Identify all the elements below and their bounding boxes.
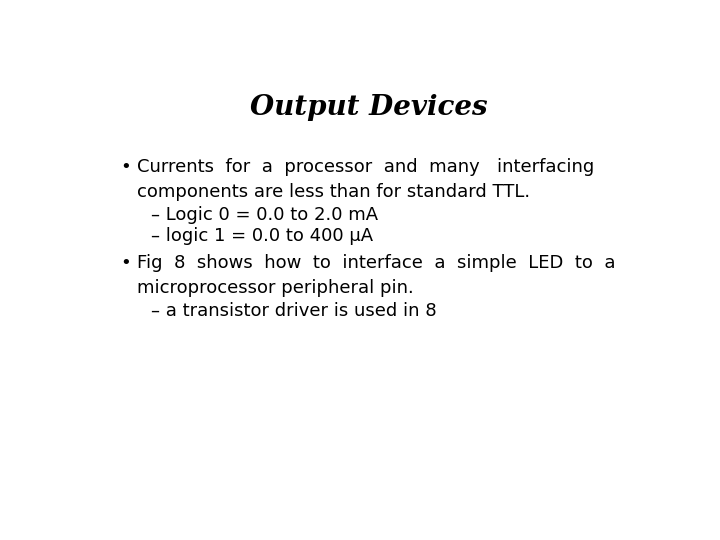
Text: •: • [121, 158, 132, 177]
Text: microprocessor peripheral pin.: microprocessor peripheral pin. [138, 279, 414, 297]
Text: – logic 1 = 0.0 to 400 μA: – logic 1 = 0.0 to 400 μA [151, 227, 374, 245]
Text: Output Devices: Output Devices [250, 94, 488, 121]
Text: Currents  for  a  processor  and  many   interfacing: Currents for a processor and many interf… [138, 158, 595, 177]
Text: Fig  8  shows  how  to  interface  a  simple  LED  to  a: Fig 8 shows how to interface a simple LE… [138, 254, 616, 272]
Text: components are less than for standard TTL.: components are less than for standard TT… [138, 183, 531, 201]
Text: – a transistor driver is used in 8: – a transistor driver is used in 8 [151, 302, 437, 320]
Text: •: • [121, 254, 132, 272]
Text: – Logic 0 = 0.0 to 2.0 mA: – Logic 0 = 0.0 to 2.0 mA [151, 206, 379, 224]
